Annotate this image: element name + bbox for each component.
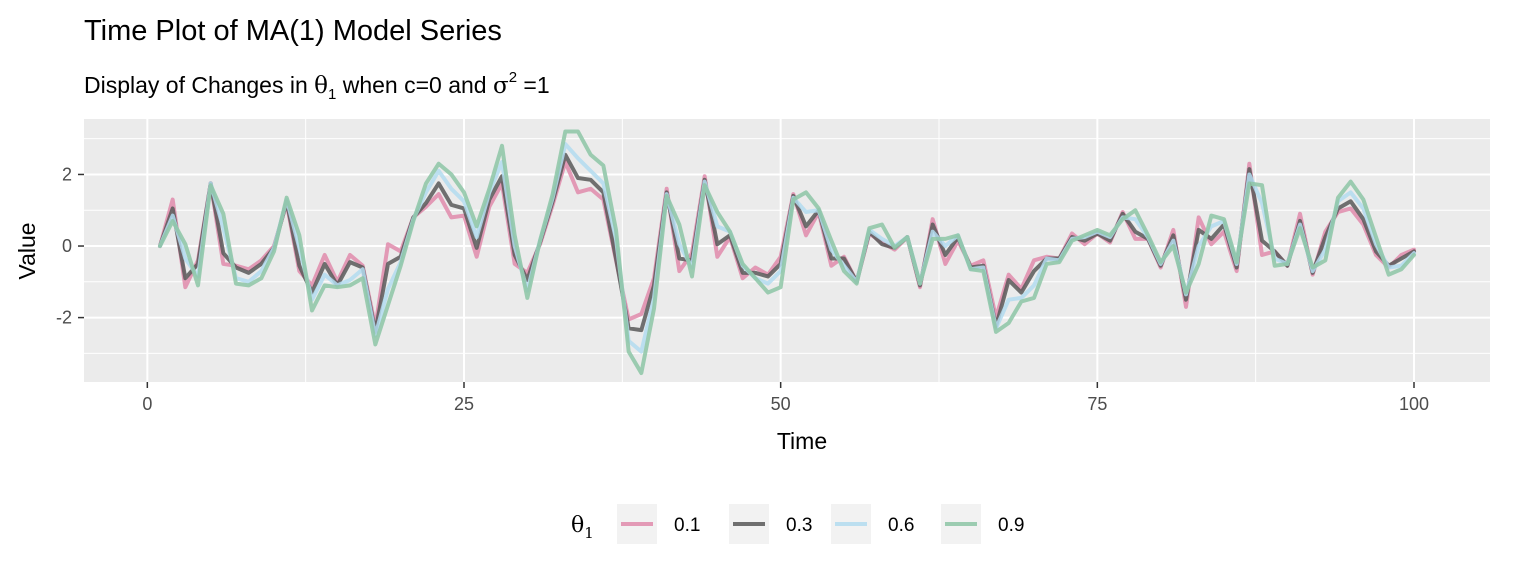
legend-label: 0.9 (998, 515, 1024, 536)
legend: θ1 0.1 0.3 0.6 0.9 (571, 504, 1024, 544)
legend-items: 0.1 0.3 0.6 0.9 (617, 504, 1024, 544)
legend-item-0-6: 0.6 (831, 504, 914, 544)
chart-title: Time Plot of MA(1) Model Series (84, 15, 502, 47)
series-line-0-9 (158, 129, 1416, 376)
legend-label: 0.1 (674, 515, 700, 536)
x-tick-label: 100 (1399, 394, 1429, 414)
legend-title: θ1 (571, 513, 594, 542)
x-axis-title: Time (777, 428, 827, 454)
subtitle-sigma-symbol: σ (493, 73, 509, 99)
x-tick-label: 0 (142, 394, 152, 414)
y-tick-label: 0 (62, 236, 72, 256)
y-axis-title: Value (14, 222, 40, 279)
subtitle-theta-subscript: 1 (328, 86, 336, 103)
legend-item-0-9: 0.9 (941, 504, 1024, 544)
legend-item-0-1: 0.1 (617, 504, 700, 544)
x-tick-label: 25 (454, 394, 474, 414)
x-tick-label: 75 (1087, 394, 1107, 414)
subtitle-theta-symbol: θ (314, 73, 328, 99)
chart-subtitle: Display of Changes in θ1 when c=0 and σ2… (84, 69, 550, 103)
x-axis: 0 25 50 75 100 (142, 382, 1429, 414)
y-tick-label: 2 (62, 164, 72, 184)
subtitle-middle: when c=0 and (336, 72, 493, 98)
legend-title-subscript: 1 (584, 524, 594, 542)
series-lines (158, 129, 1416, 376)
legend-label: 0.6 (888, 515, 914, 536)
legend-title-symbol: θ (571, 513, 584, 538)
x-tick-label: 50 (771, 394, 791, 414)
subtitle-suffix: =1 (517, 72, 550, 98)
y-axis: -2 0 2 (56, 164, 84, 328)
subtitle-prefix: Display of Changes in (84, 72, 314, 98)
legend-label: 0.3 (786, 515, 812, 536)
y-tick-label: -2 (56, 308, 72, 328)
legend-item-0-3: 0.3 (729, 504, 812, 544)
subtitle-sigma-superscript: 2 (509, 69, 517, 86)
